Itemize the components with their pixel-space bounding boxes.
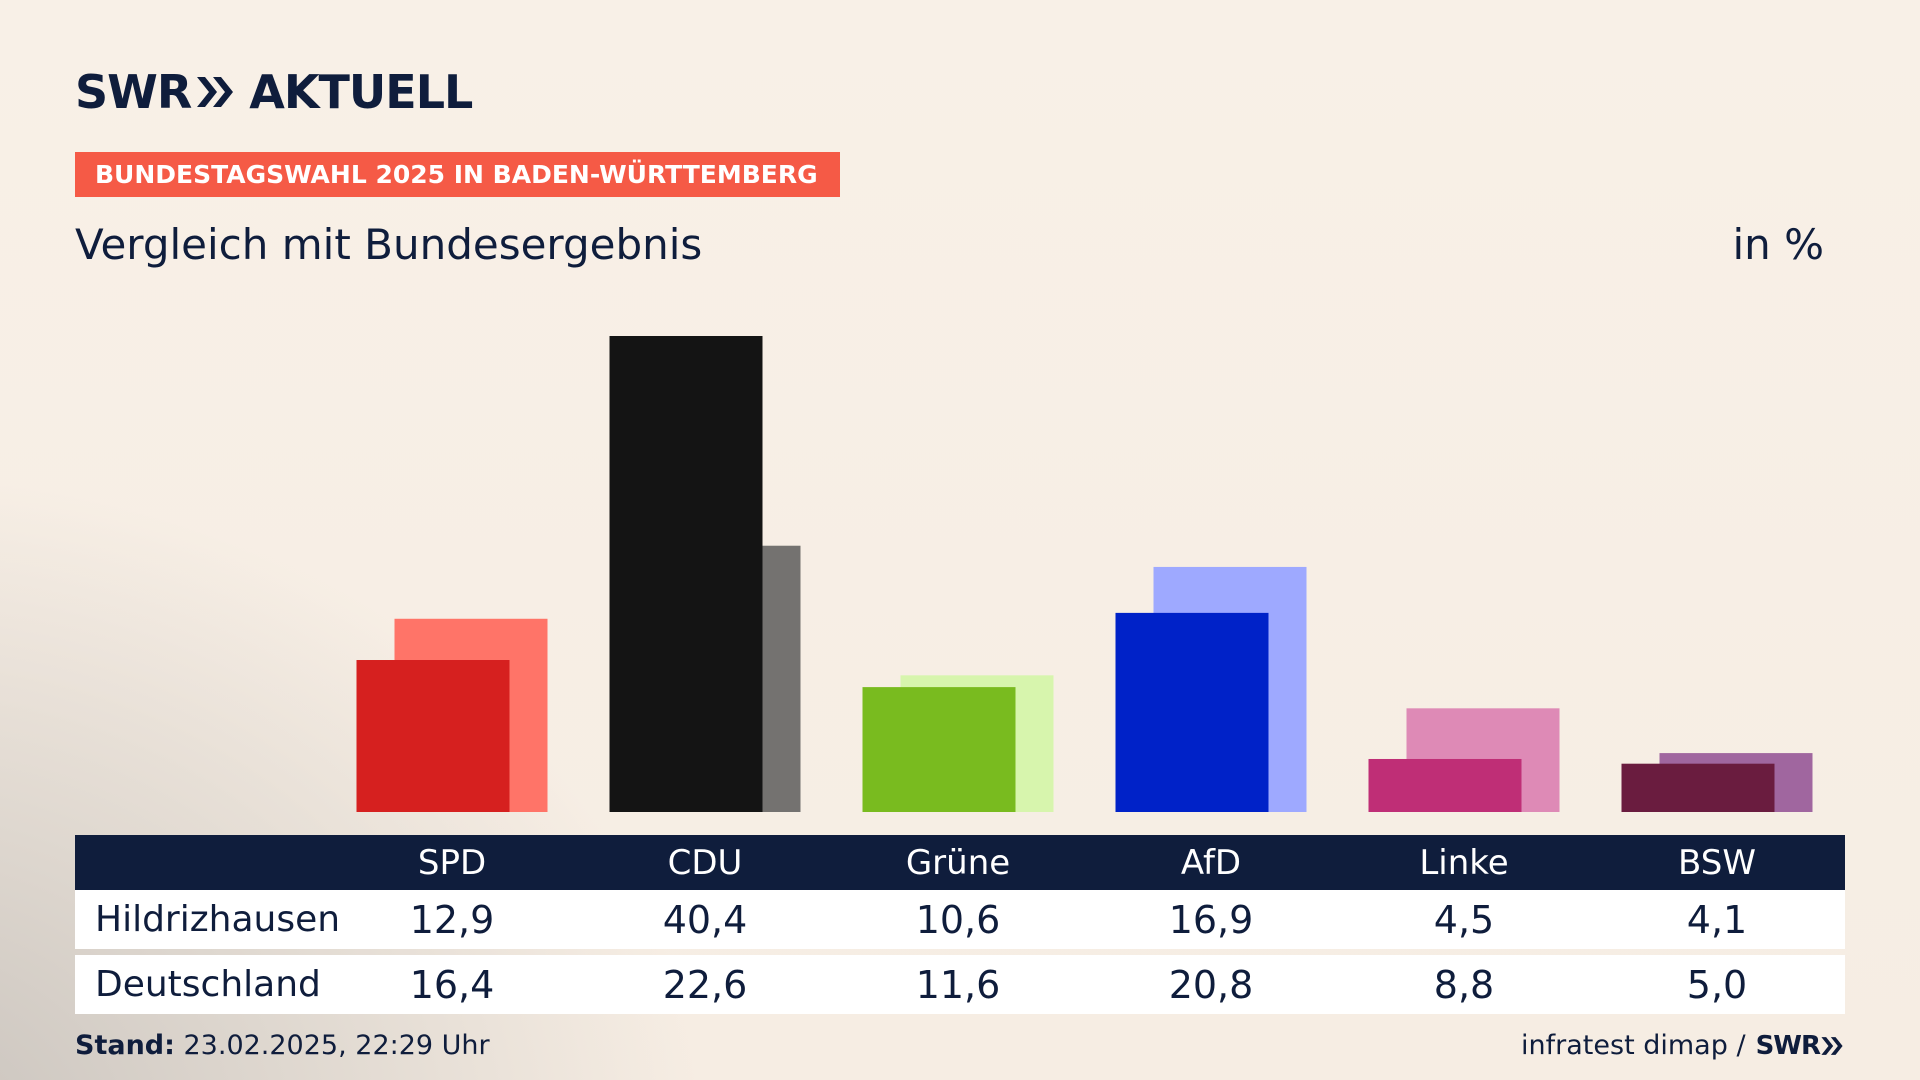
- stand-value: 23.02.2025, 22:29 Uhr: [174, 1030, 490, 1061]
- source-text: infratest dimap /: [1521, 1030, 1746, 1061]
- bar-hildrizhausen-bsw: [1621, 763, 1775, 812]
- bar-hildrizhausen-linke: [1368, 758, 1522, 812]
- column-header: AfD: [1180, 842, 1242, 883]
- logo-text-swr: SWR: [75, 65, 192, 119]
- row-label: Hildrizhausen: [95, 899, 341, 940]
- column-header: CDU: [667, 842, 743, 883]
- column-header: Grüne: [905, 842, 1011, 883]
- bar-hildrizhausen-afd: [1115, 612, 1269, 812]
- stand-label: Stand:: [75, 1030, 175, 1061]
- column-header: SPD: [417, 842, 487, 883]
- bar-hildrizhausen-spd: [356, 660, 510, 812]
- row-label: Deutschland: [95, 964, 321, 1005]
- table-cell: 4,1: [1686, 897, 1748, 942]
- source-credit: infratest dimap / SWR: [1521, 1030, 1844, 1061]
- column-header: Linke: [1419, 842, 1509, 883]
- unit-label: in %: [1732, 220, 1824, 269]
- timestamp: Stand: 23.02.2025, 22:29 Uhr: [75, 1030, 490, 1061]
- table-cell: 22,6: [662, 962, 748, 1007]
- table-header-row: SPD CDU Grüne AfD Linke BSW: [75, 835, 1845, 890]
- election-tag: BUNDESTAGSWAHL 2025 IN BADEN-WÜRTTEMBERG: [75, 152, 840, 197]
- table-cell: 16,9: [1168, 897, 1254, 942]
- bar-hildrizhausen-cdu: [609, 336, 763, 812]
- table-cell: 8,8: [1433, 962, 1495, 1007]
- bar-chart: [356, 336, 1813, 812]
- results-table: SPD CDU Grüne AfD Linke BSW Hildrizhausen 12,…: [75, 835, 1845, 1014]
- table-cell: 10,6: [915, 897, 1001, 942]
- table-cell: 12,9: [409, 897, 495, 942]
- swr-small-text: SWR: [1755, 1030, 1821, 1061]
- table-cell: 40,4: [662, 897, 748, 942]
- double-chevron-icon: [1821, 1036, 1843, 1055]
- table-cell: 16,4: [409, 962, 495, 1007]
- table-row: Deutschland 16,4 22,6 11,6 20,8 8,8 5,0: [75, 955, 1845, 1014]
- table-cell: 11,6: [915, 962, 1001, 1007]
- table-cell: 20,8: [1168, 962, 1254, 1007]
- swr-aktuell-logo: SWR AKTUELL: [75, 65, 473, 119]
- bar-hildrizhausen-grüne: [862, 687, 1016, 812]
- table-row: Hildrizhausen 12,9 40,4 10,6 16,9 4,5 4,1: [75, 890, 1845, 949]
- swr-small-logo: SWR: [1756, 1031, 1844, 1061]
- logo-text-aktuell: AKTUELL: [249, 65, 473, 119]
- chart-subtitle: Vergleich mit Bundesergebnis: [75, 220, 703, 269]
- column-header: BSW: [1678, 842, 1756, 883]
- table-cell: 4,5: [1433, 897, 1495, 942]
- table-cell: 5,0: [1686, 962, 1748, 1007]
- double-chevron-icon: [195, 75, 235, 109]
